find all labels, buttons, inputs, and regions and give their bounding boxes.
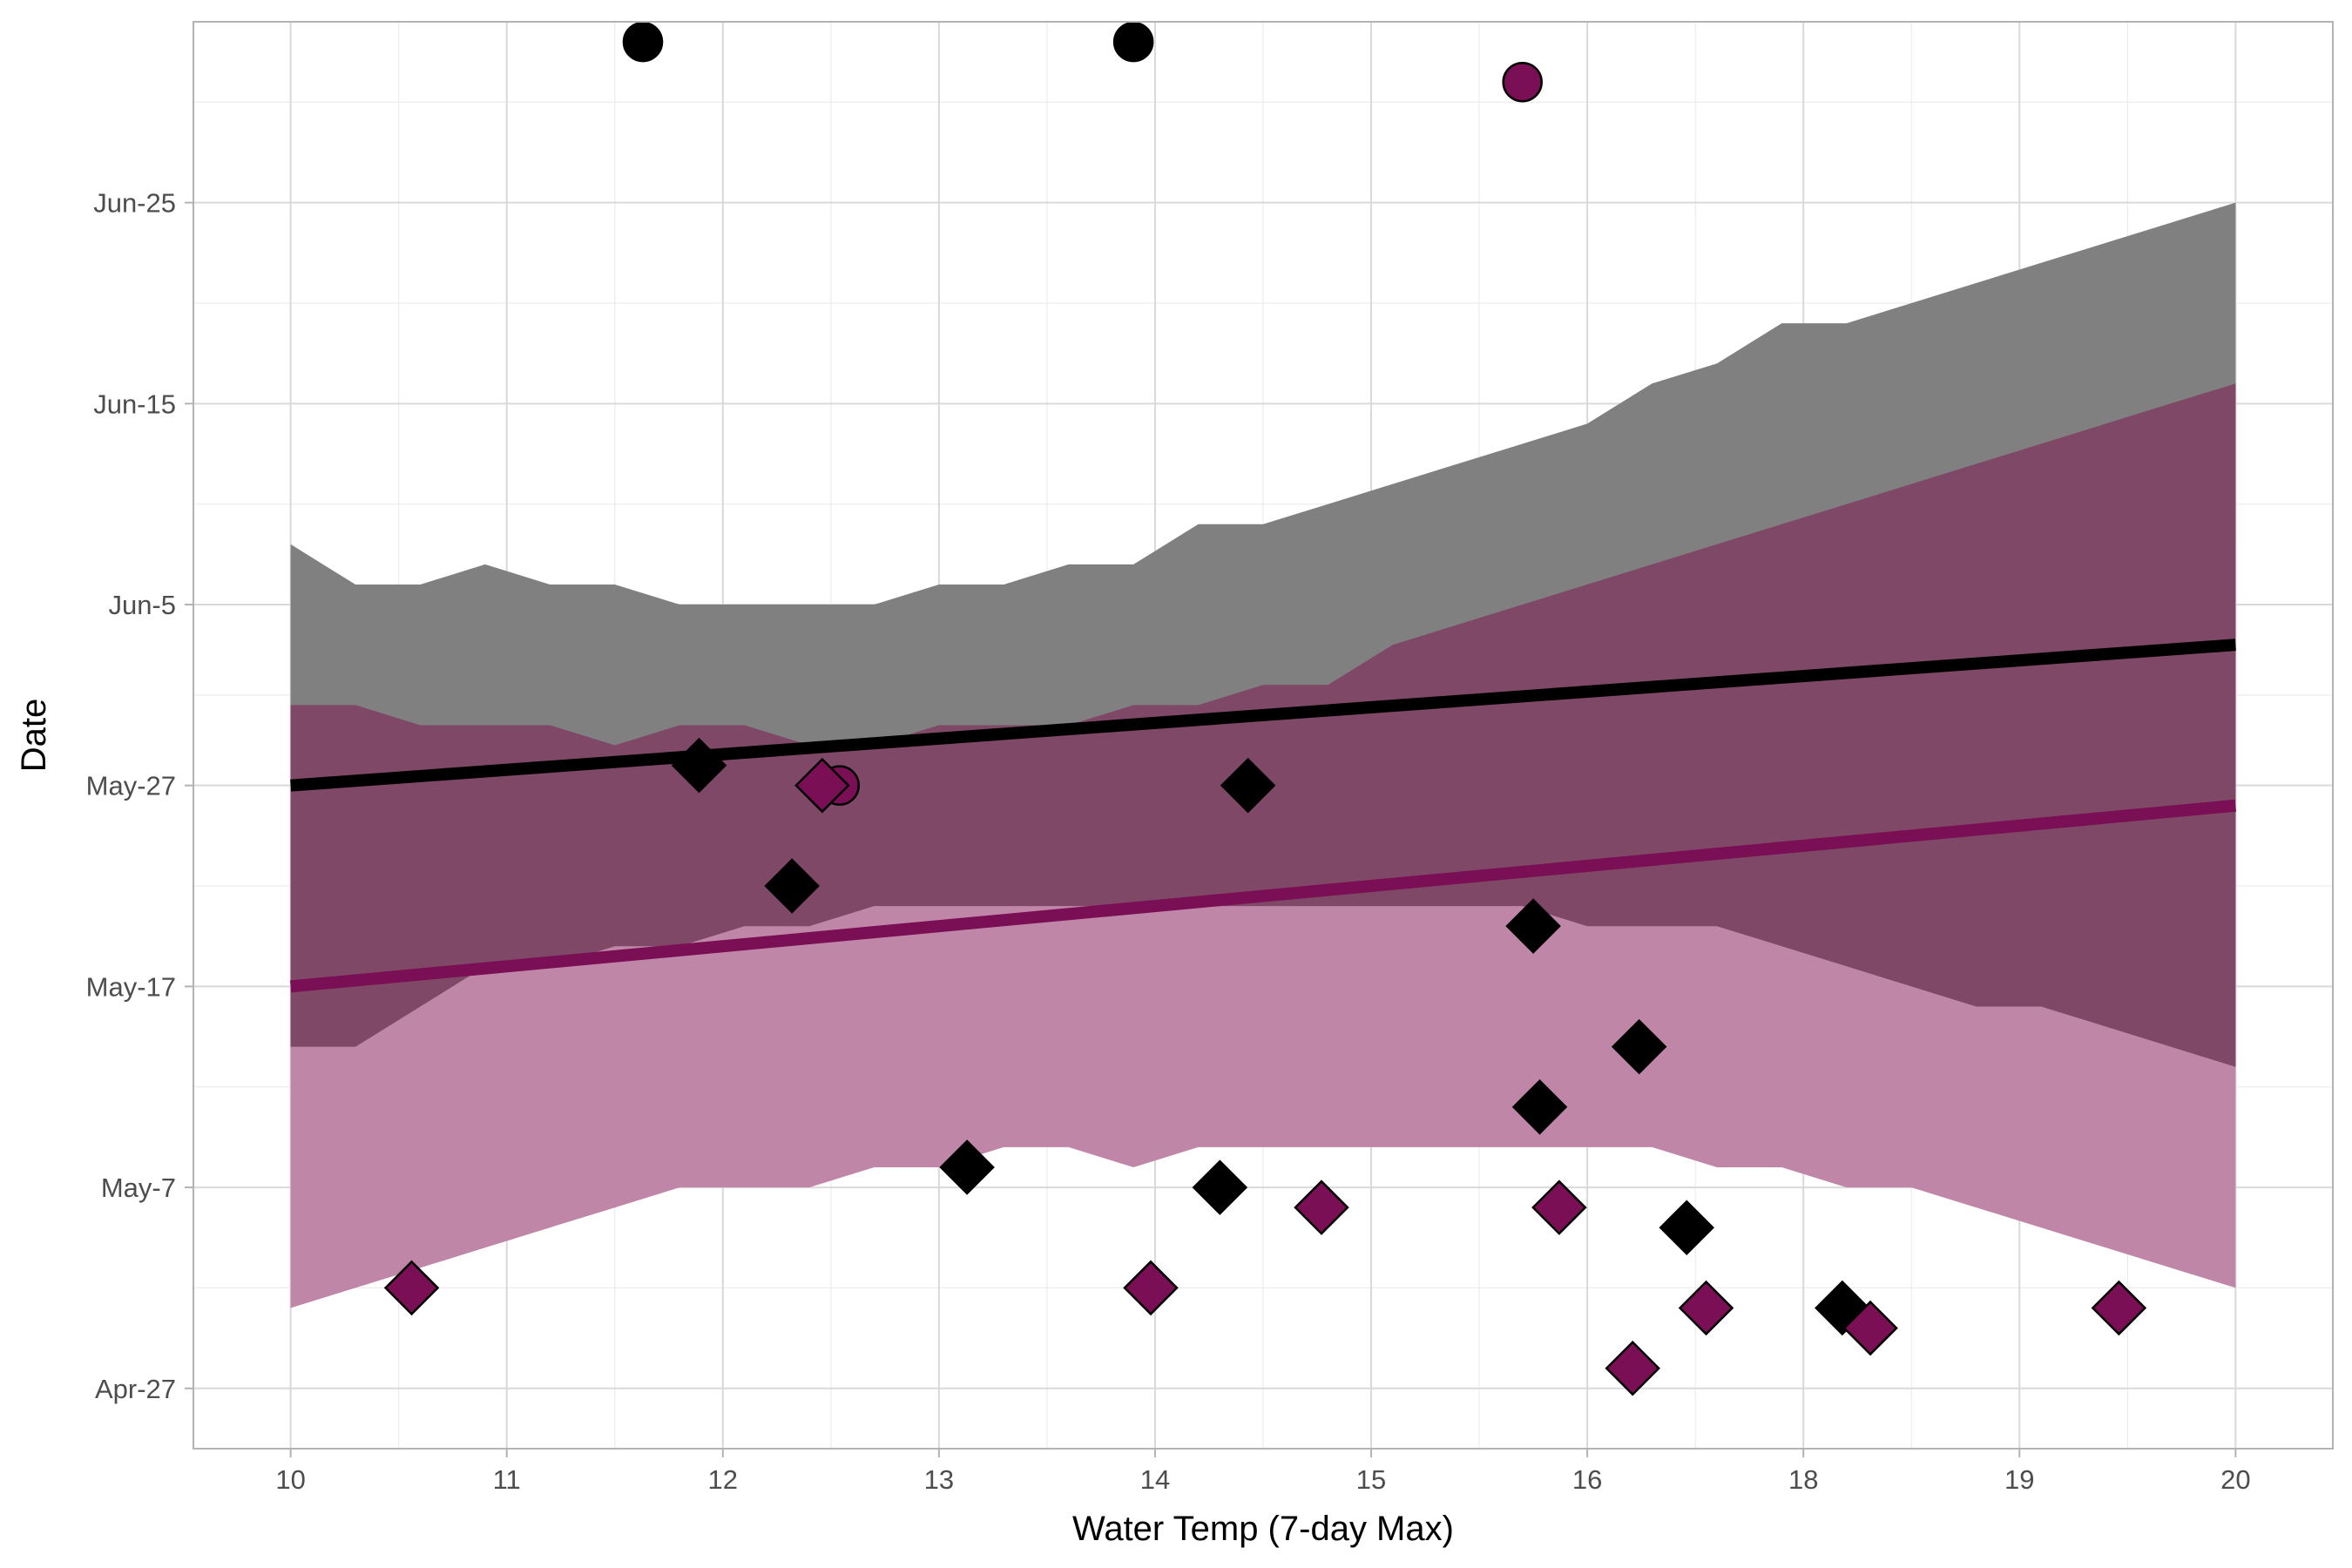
x-tick-label: 12 [708,1464,738,1495]
band-gray [290,202,2236,766]
trend-lines [289,639,2237,993]
data-point-diamond [671,737,727,794]
x-tick-label: 13 [924,1464,954,1495]
panel-border [193,21,2334,1450]
trend-line-magenta [289,799,2237,993]
data-point-circle [1112,21,1154,63]
data-point-diamond [939,1139,995,1195]
x-tick-label: 16 [1572,1464,1602,1495]
y-tick-label: Jun-25 [93,188,176,219]
data-point-diamond [2091,1280,2147,1336]
y-tick-label: Jun-5 [108,590,176,620]
y-tick-label: May-27 [86,771,176,801]
trend-line-black [290,639,2236,792]
data-point-diamond [794,757,850,814]
y-tick-label: Apr-27 [95,1374,176,1404]
data-point-diamond [1294,1179,1349,1235]
data-point-diamond [764,858,820,914]
data-point-diamond [383,1260,440,1316]
data-points [383,21,2147,1396]
x-axis-title: Water Temp (7-day Max) [1072,1510,1454,1548]
x-tick-label: 20 [2220,1464,2250,1495]
x-tick-label: 18 [1788,1464,1818,1495]
y-tick-label: May-17 [86,971,176,1002]
data-point-diamond [1192,1159,1248,1215]
data-point-diamond [1605,1340,1660,1396]
x-tick-label: 15 [1356,1464,1386,1495]
y-axis-title: Date [15,699,53,773]
data-point-diamond [1220,757,1276,814]
data-point-diamond [1659,1200,1715,1255]
y-tick-label: May-7 [101,1173,176,1203]
x-tick-label: 19 [2004,1464,2034,1495]
y-tick-label: Jun-15 [93,389,176,419]
data-point-diamond [1505,898,1561,954]
data-point-diamond [1611,1018,1667,1075]
y-axis-ticks: Apr-27 May-7 May-17 May-27 Jun-5 Jun-15 Jun-25 [86,188,193,1404]
data-point-circle [622,21,664,63]
x-axis-ticks: 10 11 12 13 14 15 16 18 19 20 [275,1449,2251,1495]
data-point-diamond [1678,1280,1734,1336]
data-point-diamond [1511,1079,1568,1135]
data-point-diamond [1531,1179,1587,1235]
x-tick-label: 11 [493,1464,521,1495]
x-tick-label: 14 [1140,1464,1170,1495]
x-tick-label: 10 [275,1464,305,1495]
data-point-circle [1502,61,1543,103]
data-point-diamond [1842,1300,1898,1356]
data-point-diamond [1123,1260,1179,1316]
